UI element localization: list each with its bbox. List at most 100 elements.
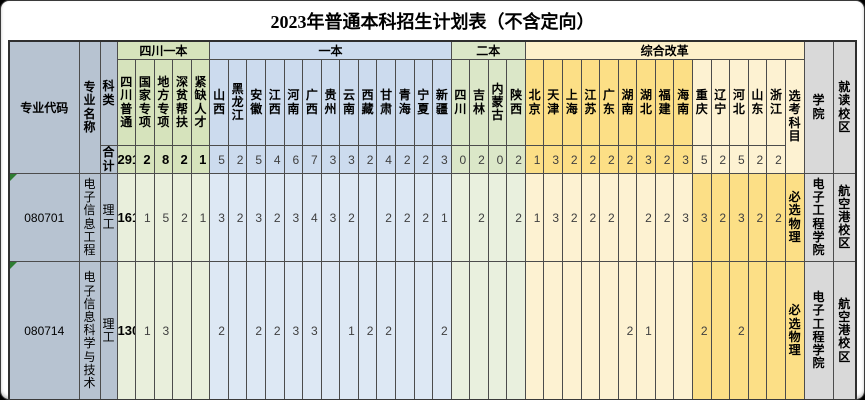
plan-zonggai-12: 2 xyxy=(747,173,768,262)
plan-erben-1 xyxy=(469,261,489,399)
enrollment-plan-table: 专业代码专业名称科类四川一本 一本 二本 综合改革学院就读校区 四川 普通国家专项地方专项… xyxy=(8,40,857,399)
plan-erben-0 xyxy=(450,261,471,399)
plan-erben-1: 2 xyxy=(469,173,489,262)
total-yiben-0: 5 xyxy=(209,145,229,174)
total-sichuan-2: 8 xyxy=(153,145,174,174)
plan-yiben-9: 2 xyxy=(376,261,396,399)
plan-zonggai-4: 2 xyxy=(599,173,619,262)
plan-zonggai-8: 3 xyxy=(673,173,693,262)
col-header-zonggai-7: 福建 xyxy=(654,59,675,146)
plan-yiben-12: 2 xyxy=(432,261,452,399)
total-zonggai-13: 2 xyxy=(766,145,786,174)
total-sichuan-4: 1 xyxy=(190,145,211,174)
comment-triangle-icon xyxy=(10,262,17,269)
col-header-campus: 就读校区 xyxy=(832,40,857,174)
plan-yiben-6 xyxy=(320,261,341,399)
total-yiben-5: 7 xyxy=(302,145,322,174)
total-yiben-6: 3 xyxy=(320,145,341,174)
col-header-sichuan-4: 紧缺人才 xyxy=(190,59,211,146)
col-header-yiben-9: 甘肃 xyxy=(376,59,396,146)
plan-zonggai-5 xyxy=(617,173,638,262)
plan-zonggai-11: 3 xyxy=(729,173,749,262)
total-yiben-2: 5 xyxy=(246,145,266,174)
total-erben-0: 0 xyxy=(450,145,471,174)
col-header-erben-3: 陕西 xyxy=(506,59,526,146)
col-header-yiben-10: 青海 xyxy=(394,59,415,146)
plan-yiben-0: 2 xyxy=(209,261,229,399)
col-header-yiben-1: 黑龙江 xyxy=(227,59,248,146)
plan-zonggai-0: 1 xyxy=(524,173,545,262)
plan-yiben-11 xyxy=(413,261,434,399)
plan-sichuan-0: 161 xyxy=(116,173,137,262)
subject-category-cell: 理工 xyxy=(99,173,118,262)
total-sichuan-0: 291 xyxy=(116,145,137,174)
group-header-erben: 二本 xyxy=(450,40,526,60)
col-header-erben-0: 四川 xyxy=(450,59,471,146)
col-header-yiben-0: 山西 xyxy=(209,59,229,146)
col-header-yiben-7: 云南 xyxy=(339,59,359,146)
total-zonggai-5: 2 xyxy=(617,145,638,174)
plan-erben-3 xyxy=(506,261,526,399)
plan-zonggai-12 xyxy=(747,261,768,399)
col-header-yiben-5: 广西 xyxy=(302,59,322,146)
plan-zonggai-7 xyxy=(654,261,675,399)
plan-zonggai-2: 2 xyxy=(562,173,582,262)
col-header-major-code: 专业代码 xyxy=(8,40,80,174)
plan-zonggai-9: 3 xyxy=(691,173,712,262)
col-header-yiben-8: 西藏 xyxy=(357,59,378,146)
total-yiben-10: 2 xyxy=(394,145,415,174)
plan-sichuan-2: 5 xyxy=(153,173,174,262)
total-zonggai-9: 5 xyxy=(691,145,712,174)
plan-zonggai-0 xyxy=(524,261,545,399)
campus-cell: 航空港校区 xyxy=(832,173,857,262)
plan-yiben-4: 3 xyxy=(283,261,304,399)
total-erben-3: 2 xyxy=(506,145,526,174)
col-header-zonggai-13: 浙江 xyxy=(766,59,786,146)
college-cell: 电子工程学院 xyxy=(803,261,834,399)
total-sichuan-3: 2 xyxy=(172,145,192,174)
total-yiben-3: 4 xyxy=(265,145,285,174)
plan-zonggai-3: 2 xyxy=(580,173,601,262)
total-yiben-12: 3 xyxy=(432,145,452,174)
plan-sichuan-4: 1 xyxy=(190,173,211,262)
plan-yiben-10: 2 xyxy=(394,173,415,262)
col-header-major-name: 专业名称 xyxy=(78,40,101,174)
col-header-yiben-3: 江西 xyxy=(265,59,285,146)
total-zonggai-12: 2 xyxy=(747,145,768,174)
plan-zonggai-13 xyxy=(766,261,786,399)
plan-yiben-8: 2 xyxy=(357,261,378,399)
total-erben-1: 2 xyxy=(469,145,489,174)
col-header-zonggai-8: 海南 xyxy=(673,59,693,146)
plan-sichuan-1: 1 xyxy=(135,261,155,399)
campus-cell: 航空港校区 xyxy=(832,261,857,399)
major-name-cell: 电子信息工程 xyxy=(78,173,101,262)
col-header-zonggai-0: 北京 xyxy=(524,59,545,146)
total-zonggai-1: 3 xyxy=(543,145,563,174)
major-name-cell: 电子信息科学与技术 xyxy=(78,261,101,399)
plan-zonggai-9: 2 xyxy=(691,261,712,399)
plan-erben-2 xyxy=(487,173,508,262)
col-header-sichuan-0: 四川 普通 xyxy=(116,59,137,146)
plan-zonggai-6: 2 xyxy=(636,173,656,262)
plan-yiben-3: 2 xyxy=(265,261,285,399)
col-header-zonggai-11: 河北 xyxy=(729,59,749,146)
total-yiben-11: 2 xyxy=(413,145,434,174)
plan-zonggai-5: 2 xyxy=(617,261,638,399)
total-erben-2: 0 xyxy=(487,145,508,174)
plan-sichuan-3: 2 xyxy=(172,173,192,262)
plan-yiben-7: 1 xyxy=(339,261,359,399)
plan-yiben-5: 3 xyxy=(302,261,322,399)
plan-yiben-10 xyxy=(394,261,415,399)
plan-yiben-2: 3 xyxy=(246,173,266,262)
plan-zonggai-1 xyxy=(543,261,563,399)
total-yiben-9: 4 xyxy=(376,145,396,174)
plan-zonggai-11: 2 xyxy=(729,261,749,399)
plan-yiben-9: 2 xyxy=(376,173,396,262)
col-header-yiben-11: 宁夏 xyxy=(413,59,434,146)
plan-yiben-6: 3 xyxy=(320,173,341,262)
total-zonggai-11: 5 xyxy=(729,145,749,174)
plan-zonggai-7: 2 xyxy=(654,173,675,262)
col-header-sichuan-2: 地方专项 xyxy=(153,59,174,146)
total-zonggai-3: 2 xyxy=(580,145,601,174)
